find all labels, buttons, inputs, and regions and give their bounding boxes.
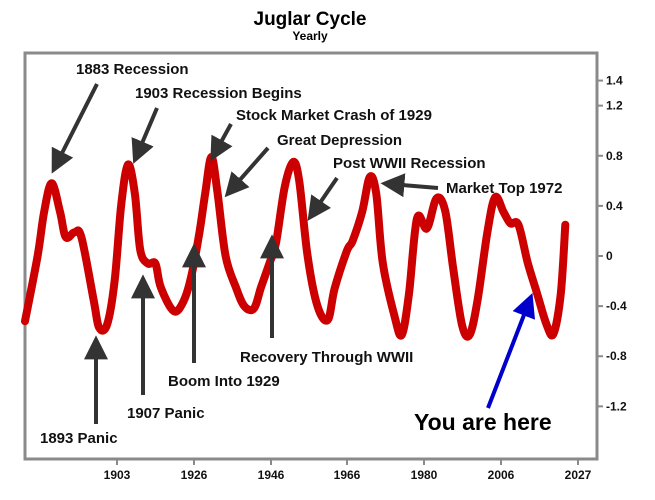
label-1903-recession: 1903 Recession Begins [135,85,302,102]
chart-title: Juglar Cycle [253,9,367,30]
label-great-depression: Great Depression [277,132,402,149]
arrow-1903-recession [131,107,159,164]
x-tick-label: 1903 [104,468,131,482]
juglar-cycle-line [21,152,570,341]
y-tick-label: -0.8 [606,349,627,363]
y-tick-label: 0 [606,249,613,263]
y-axis-ticks: 1.4 1.2 0.8 0.4 0 -0.4 -0.8 -1.2 [597,74,627,413]
x-tick-label: 1926 [181,468,208,482]
label-market-top-1972: Market Top 1972 [446,180,562,197]
label-boom-1929: Boom Into 1929 [168,373,280,390]
arrow-great-depression [224,146,270,198]
y-tick-label: 1.2 [606,99,623,113]
arrow-you-are-here [486,293,535,409]
x-tick-label: 2027 [565,468,592,482]
label-post-wwii: Post WWII Recession [333,155,486,172]
label-1929-crash: Stock Market Crash of 1929 [236,107,432,124]
y-tick-label: 0.4 [606,199,623,213]
x-axis-ticks: 1903 1926 1946 1966 1980 2006 2027 [104,459,592,482]
chart-subtitle: Yearly [292,29,328,43]
y-tick-label: -0.4 [606,299,627,313]
arrow-1883-recession [51,83,99,174]
y-tick-label: 1.4 [606,74,623,88]
label-1907-panic: 1907 Panic [127,405,205,422]
x-tick-label: 1966 [334,468,361,482]
arrow-1929-crash [210,123,233,162]
y-tick-label: -1.2 [606,399,627,413]
label-recovery-wwii: Recovery Through WWII [240,349,413,366]
x-tick-label: 1946 [258,468,285,482]
x-tick-label: 2006 [488,468,515,482]
arrow-post-wwii [307,176,339,221]
arrow-market-top-1972 [380,173,439,198]
y-tick-label: 0.8 [606,149,623,163]
x-tick-label: 1980 [411,468,438,482]
label-you-are-here: You are here [414,409,552,435]
label-1893-panic: 1893 Panic [40,430,118,447]
label-1883-recession: 1883 Recession [76,61,189,78]
